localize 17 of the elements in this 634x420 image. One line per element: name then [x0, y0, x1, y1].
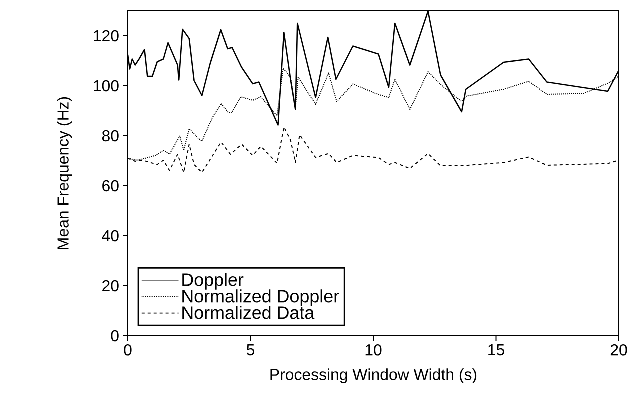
x-tick-label: 10 [366, 344, 382, 356]
legend-label: Normalized Data [182, 306, 315, 320]
x-tick-label: 15 [488, 344, 504, 356]
y-axis-title: Mean Frequency (Hz) [57, 97, 72, 250]
y-tick-label: 60 [102, 180, 119, 192]
x-tick-label: 20 [610, 344, 628, 356]
x-tick-label: 0 [124, 344, 132, 356]
legend-label: Normalized Doppler [182, 290, 340, 306]
x-axis-title: Processing Window Width (s) [270, 368, 477, 384]
y-tick-label: 40 [102, 230, 119, 242]
y-tick-label: 100 [94, 80, 119, 92]
legend-label: Doppler [182, 273, 244, 290]
y-tick-label: 20 [102, 280, 119, 292]
x-tick-label: 5 [246, 344, 255, 356]
y-tick-label: 0 [111, 330, 119, 342]
y-tick-label: 120 [94, 30, 119, 42]
y-tick-label: 80 [102, 130, 119, 142]
